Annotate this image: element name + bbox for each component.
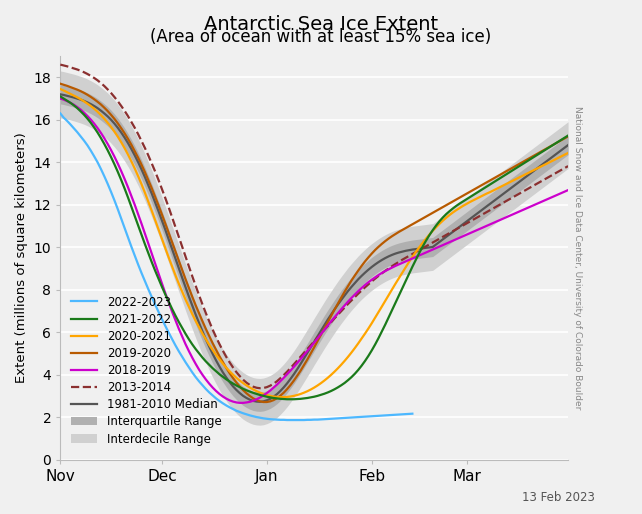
Y-axis label: Extent (millions of square kilometers): Extent (millions of square kilometers) xyxy=(15,133,28,383)
Text: Antarctic Sea Ice Extent: Antarctic Sea Ice Extent xyxy=(204,15,438,34)
Text: (Area of ocean with at least 15% sea ice): (Area of ocean with at least 15% sea ice… xyxy=(150,28,492,46)
Legend: 2022-2023, 2021-2022, 2020-2021, 2019-2020, 2018-2019, 2013-2014, 1981-2010 Medi: 2022-2023, 2021-2022, 2020-2021, 2019-20… xyxy=(71,296,221,446)
Text: 13 Feb 2023: 13 Feb 2023 xyxy=(522,491,595,504)
Text: National Snow and Ice Data Center, University of Colorado Boulder: National Snow and Ice Data Center, Unive… xyxy=(573,106,582,410)
